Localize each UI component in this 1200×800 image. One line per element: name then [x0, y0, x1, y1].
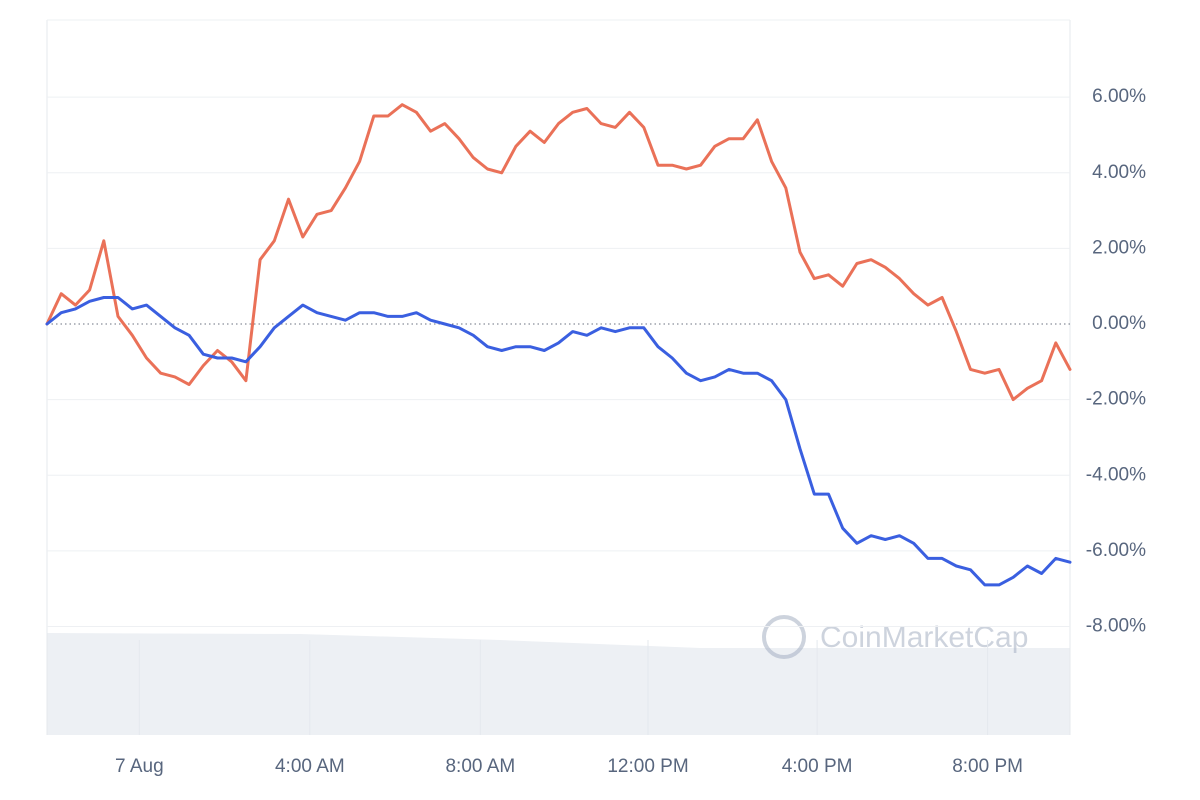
x-tick-label: 8:00 PM: [952, 756, 1023, 777]
y-tick-label: -8.00%: [1086, 615, 1146, 636]
series-line: [45, 103, 1072, 402]
x-tick-label: 4:00 AM: [275, 756, 345, 777]
watermark: CoinMarketCap: [820, 621, 1028, 654]
x-tick-label: 4:00 PM: [782, 756, 853, 777]
x-tick-label: 12:00 PM: [607, 756, 688, 777]
volume-area: [47, 633, 1070, 735]
series-line: [45, 296, 1072, 587]
y-tick-label: 6.00%: [1092, 86, 1146, 107]
y-tick-label: -2.00%: [1086, 389, 1146, 410]
y-tick-label: 4.00%: [1092, 162, 1146, 183]
watermark-logo: [762, 615, 806, 659]
x-tick-label: 7 Aug: [115, 756, 164, 777]
y-tick-label: -6.00%: [1086, 540, 1146, 561]
grid: [47, 96, 1070, 735]
y-tick-label: 0.00%: [1092, 313, 1146, 334]
y-tick-label: -4.00%: [1086, 464, 1146, 485]
y-tick-label: 2.00%: [1092, 237, 1146, 258]
x-tick-label: 8:00 AM: [445, 756, 515, 777]
